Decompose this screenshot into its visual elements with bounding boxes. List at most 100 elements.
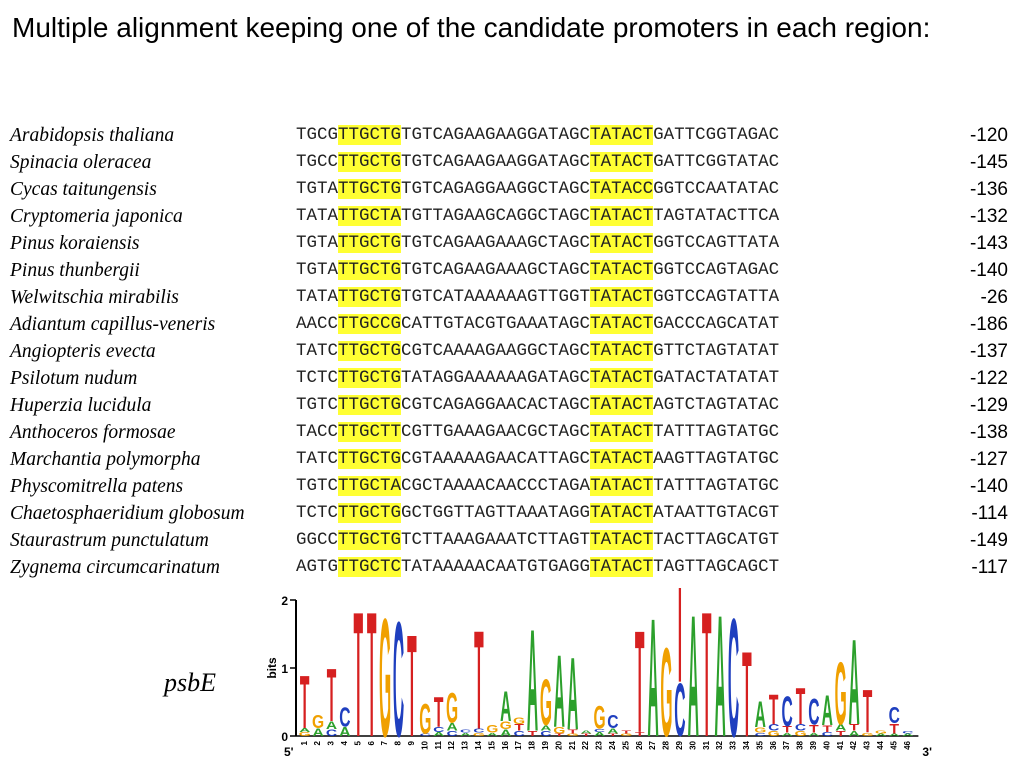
logo-letter-C: C [513, 729, 524, 738]
position-number: 38 [796, 740, 805, 749]
sequence-segment: TAGTATACTTCA [653, 206, 780, 226]
sequence-row: AACCTTGCCGCATTGTACGTGAAATAGCTATACTGACCCA… [296, 311, 779, 338]
minus35-box: TTGCCG [338, 314, 402, 334]
logo-letter-T: T [769, 685, 779, 733]
sequence-row: TACCTTGCTTCGTTGAAAGAACGCTAGCTATACTTATTTA… [296, 419, 779, 446]
logo-letter-C: C [446, 729, 457, 738]
logo-letter-T: T [796, 679, 806, 736]
logo-letter-A: A [433, 731, 445, 737]
sequence-segment: TATA [296, 287, 339, 307]
logo-letter-A: A [460, 732, 471, 737]
minus35-box: TTGCTG [338, 341, 402, 361]
logo-letter-T: T [528, 729, 538, 738]
logo-letter-T: T [608, 733, 618, 737]
species-name: Anthoceros formosae [10, 422, 176, 443]
sequence-segment: TATTTAGTATGC [653, 476, 780, 496]
species-name: Pinus thunbergii [10, 260, 140, 281]
minus10-box: TATACT [590, 476, 654, 496]
logo-letter-G: G [553, 725, 565, 736]
logo-letter-G: G [861, 732, 873, 737]
logo-letter-T: T [849, 722, 859, 733]
position-number: 29 [675, 740, 684, 749]
minus10-box: TATACT [590, 395, 654, 415]
sequence-segment: GTTCTAGTATAT [653, 341, 780, 361]
logo-letter-A: A [594, 731, 606, 737]
minus10-box: TATACT [590, 287, 654, 307]
sequence-segment: GGTCCAGTATTA [653, 287, 780, 307]
sequence-segment: GCTGGTTAGTTAAATAGG [401, 503, 591, 523]
logo-letter-T: T [702, 588, 712, 766]
position-number: 27 [648, 740, 657, 749]
logo-letter-A: A [607, 727, 618, 736]
promoter-position: -129 [969, 395, 1008, 416]
minus10-box: TATACT [590, 503, 654, 523]
logo-letter-C: C [902, 730, 913, 734]
species-name: Marchantia polymorpha [10, 449, 201, 470]
logo-letter-G: G [379, 588, 391, 766]
logo-letter-G: G [875, 730, 887, 735]
sequence-segment: TGTTAGAAGCAGGCTAGC [401, 206, 591, 226]
promoter-position: -132 [969, 206, 1008, 227]
sequence-segment: TATC [296, 449, 339, 469]
sequence-segment: GGTCCAGTTATA [653, 233, 780, 253]
minus10-box: TATACT [590, 233, 654, 253]
logo-letter-T: T [555, 733, 565, 737]
logo-letter-A: A [647, 588, 658, 766]
minus10-box: TATACT [590, 368, 654, 388]
sequence-segment: TGTCAGAAGAAAGCTAGC [401, 260, 591, 280]
logo-letter-A: A [554, 633, 565, 749]
logo-letter-G: G [768, 729, 780, 738]
logo-letter-T: T [367, 588, 377, 766]
sequence-row: GGCCTTGCTGTCTTAAAGAAATCTTAGTTATACTTACTTA… [296, 527, 779, 554]
species-name: Physcomitrella patens [10, 476, 184, 497]
logo-letter-A: A [527, 598, 538, 761]
position-number: 4 [340, 740, 349, 745]
sequence-row: TATCTTGCTGCGTAAAAAGAACATTAGCTATACTAAGTTA… [296, 446, 779, 473]
position-number: 31 [702, 740, 711, 749]
logo-letter-A: A [714, 588, 725, 766]
logo-letter-A: A [339, 725, 351, 740]
sequence-segment: TGCG [296, 125, 339, 145]
position-number: 42 [849, 740, 858, 749]
minus35-box: TTGCTG [338, 503, 402, 523]
minus10-box: TATACT [590, 422, 654, 442]
logo-letter-G: G [486, 723, 498, 735]
position-number: 24 [608, 740, 617, 749]
logo-letter-C: C [473, 728, 485, 734]
position-number: 37 [782, 740, 791, 749]
promoter-position: -140 [969, 260, 1008, 281]
sequence-segment: CGTCAGAGGAACACTAGC [401, 395, 591, 415]
logo-letter-T: T [863, 679, 873, 746]
sequence-row: TGTATTGCTGTGTCAGAAGAAAGCTAGCTATACTGGTCCA… [296, 230, 779, 257]
minus35-box: TTGCTT [338, 422, 402, 442]
sequence-segment: AGTG [296, 557, 339, 577]
sequence-segment: TATTTAGTATGC [653, 422, 780, 442]
logo-letter-C: C [594, 728, 605, 733]
position-number: 17 [514, 740, 523, 749]
position-number: 15 [487, 740, 496, 749]
logo-letter-C: C [326, 727, 337, 738]
position-number: 7 [380, 740, 389, 745]
logo-letter-T: T [635, 600, 645, 763]
sequence-segment: GGTCCAGTAGAC [653, 260, 780, 280]
promoter-position: -122 [969, 368, 1008, 389]
species-name: Zygnema circumcarinatum [10, 557, 220, 578]
sequence-row: TATATTGCTGTGTCATAAAAAAGTTGGTTATACTGGTCCA… [296, 284, 779, 311]
minus10-box: TATACT [590, 530, 654, 550]
position-number: 45 [889, 740, 898, 749]
logo-letter-C: C [393, 588, 404, 766]
logo-letter-C: C [822, 731, 834, 737]
logo-letter-A: A [808, 732, 819, 737]
sequence-segment: TATAGGAAAAAAGATAGC [401, 368, 591, 388]
minus10-box: TATACT [590, 449, 654, 469]
sequence-segment: GATACTATATAT [653, 368, 780, 388]
logo-letter-T: T [782, 724, 792, 735]
position-number: 5 [353, 740, 362, 745]
promoter-position: -26 [980, 287, 1008, 308]
position-number: 10 [420, 740, 429, 749]
sequence-segment: CGTAAAAAGAACATTAGC [401, 449, 591, 469]
logo-letter-T: T [327, 655, 337, 738]
position-number: 32 [715, 740, 724, 749]
logo-letter-A: A [540, 724, 551, 733]
promoter-position: -138 [969, 422, 1008, 443]
